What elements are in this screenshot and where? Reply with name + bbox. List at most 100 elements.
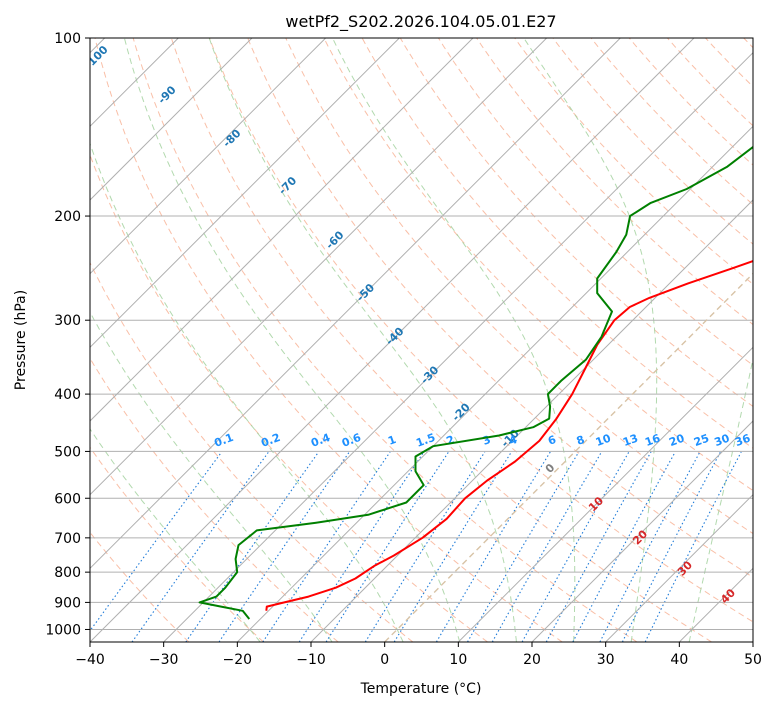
isotherm-line [163, 51, 753, 642]
isotherm-line [457, 346, 753, 642]
y-tick-label: 800 [54, 565, 81, 581]
mixing-ratio-line [435, 451, 551, 642]
line-label: -70 [276, 174, 299, 197]
x-tick-label: −20 [223, 652, 253, 668]
dry-adiabat-line [209, 38, 753, 623]
x-tick-label: −30 [149, 652, 179, 668]
line-label: 4 [507, 433, 519, 448]
y-tick-label: 400 [54, 387, 81, 403]
moist-adiabat-line [90, 142, 404, 642]
line-label: 0.4 [309, 431, 332, 450]
mixing-ratio-line [521, 451, 630, 642]
line-label: 13 [621, 432, 640, 449]
line-label: 20 [667, 432, 686, 450]
mixing-ratio-line [644, 451, 742, 642]
mixing-ratio-line [491, 451, 602, 642]
line-label: -80 [220, 126, 243, 149]
line-label: -90 [155, 83, 178, 106]
y-tick-label: 100 [54, 31, 81, 47]
dry-adiabat-line [132, 38, 638, 642]
x-tick-label: 40 [670, 652, 688, 668]
y-tick-label: 1000 [45, 622, 81, 638]
isotherm-line [90, 38, 253, 201]
dry-adiabat-line [94, 38, 563, 642]
dry-adiabat-line [476, 38, 753, 326]
line-label: 40 [718, 586, 738, 606]
isotherm-line [90, 38, 621, 570]
dry-adiabat-line [285, 38, 753, 535]
mixing-ratio-line [185, 451, 320, 642]
x-tick-label: −40 [75, 652, 105, 668]
line-label: 8 [575, 433, 587, 448]
dry-adiabat-line [90, 357, 339, 642]
dry-adiabat-line [170, 38, 712, 642]
isotherm-line [678, 567, 753, 642]
moist-adiabat-line [332, 38, 576, 642]
line-label: 6 [546, 433, 558, 448]
y-axis: 100 200 300 400 500 600 700 800 900 1000 [45, 31, 90, 638]
moist-adiabat-line [208, 38, 517, 642]
x-tick-label: 10 [449, 652, 467, 668]
mixing-ratio-line [467, 451, 580, 642]
dry-adiabat-line [90, 446, 264, 642]
isotherm-line [236, 125, 753, 642]
dry-adiabat-line [323, 38, 753, 492]
x-tick-label: 50 [744, 652, 762, 668]
chart-title: wetPf2_S202.2026.104.05.01.E27 [285, 12, 556, 32]
dewpoint-profile-line [198, 145, 753, 620]
x-tick-label: 20 [523, 652, 541, 668]
mixing-ratio-line [131, 451, 270, 642]
isotherm-line [90, 38, 327, 275]
isotherm-line [90, 38, 548, 496]
line-label: 3 [481, 433, 493, 448]
mixing-ratio-line [545, 451, 652, 642]
line-label: 1.5 [414, 431, 437, 450]
zero-isotherm-line [384, 272, 753, 642]
mixing-ratio-line [393, 451, 512, 642]
line-label: 25 [692, 432, 711, 449]
plot-frame [89, 37, 754, 643]
dry-adiabat-line [628, 38, 753, 166]
line-label: 16 [643, 432, 662, 450]
dry-adiabat-line [90, 153, 488, 642]
moist-adiabat-line [90, 428, 261, 642]
dry-adiabat-line [705, 38, 753, 88]
isotherm-line [752, 641, 753, 642]
line-label: 36 [733, 432, 752, 450]
isotherm-line [531, 420, 753, 642]
y-tick-label: 700 [54, 531, 81, 547]
line-label: 2 [445, 433, 457, 448]
line-label: -60 [323, 228, 346, 251]
dry-adiabat-line [552, 38, 753, 245]
line-label: 0.2 [259, 431, 282, 450]
mixing-ratio-line [298, 451, 425, 642]
mixing-ratio-line [90, 451, 223, 632]
temperature-profile-line [265, 260, 753, 611]
mixing-ratio-line [364, 451, 486, 642]
dry-adiabat-line [90, 261, 414, 642]
dry-adiabat-line [399, 38, 753, 408]
x-axis-label: Temperature (°C) [360, 681, 482, 697]
isotherm-line [605, 493, 753, 642]
moist-adiabat-line [123, 38, 461, 642]
y-tick-label: 200 [54, 209, 81, 225]
x-tick-label: 0 [380, 652, 389, 668]
mixing-ratio-line [325, 451, 450, 642]
line-label: -20 [450, 400, 473, 423]
moist-adiabat-line [90, 311, 333, 642]
line-label: 1 [386, 433, 398, 448]
dry-adiabat-line [247, 38, 753, 578]
isotherm-line [90, 38, 474, 422]
isotherm-line [90, 38, 400, 349]
line-label: 0 [543, 461, 558, 476]
dry-adiabat-line [743, 38, 753, 49]
y-axis-label: Pressure (hPa) [13, 290, 29, 390]
line-label: 20 [630, 527, 650, 547]
moist-adiabat-line [688, 356, 753, 642]
dry-adiabat-line [514, 38, 753, 285]
y-tick-label: 500 [54, 444, 81, 460]
y-tick-label: 900 [54, 595, 81, 611]
isotherm-line [310, 199, 753, 642]
dry-adiabat-line [667, 38, 753, 127]
